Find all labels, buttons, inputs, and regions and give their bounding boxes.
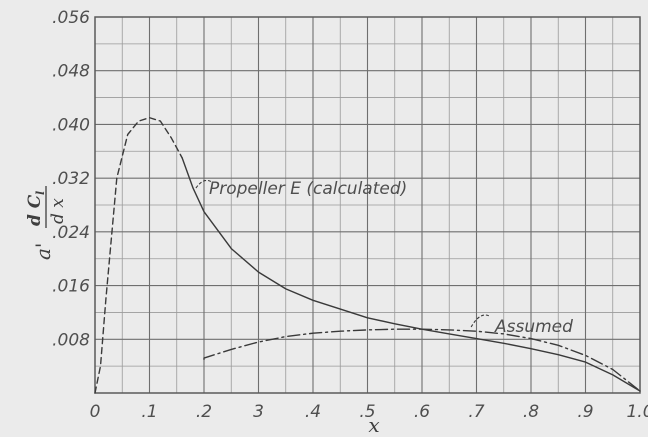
y-tick-labels: .008 .016 .024 .032 .040 .048 .056 [52, 8, 90, 350]
series-layer [94, 116, 641, 394]
annotation-propeller-e: Propeller E (calculated) [209, 179, 407, 199]
x-tick-label: 3 [253, 402, 264, 422]
series-propeller-e-solid [181, 157, 641, 392]
x-tick-label: .9 [577, 402, 593, 422]
x-tick-label: .5 [359, 402, 375, 422]
series-propeller-e-dashed [94, 116, 183, 394]
x-tick-label: .2 [196, 402, 212, 422]
y-tick-label: .024 [52, 223, 90, 243]
plot-frame [94, 16, 641, 394]
annotation-arrow-propeller-e [195, 179, 212, 189]
y-axis-label-prime: a' [31, 243, 55, 260]
y-tick-label: .008 [52, 330, 90, 350]
y-axis-label-subscript: l [34, 191, 47, 195]
x-tick-label: .1 [141, 402, 157, 422]
x-tick-label: 0 [90, 402, 101, 422]
y-axis-label: a' d C l d x [25, 186, 68, 260]
x-axis-label: x [368, 413, 379, 437]
x-tick-label: 1.0 [626, 402, 648, 422]
x-tick-label: .7 [468, 402, 484, 422]
y-tick-label: .048 [52, 62, 90, 82]
y-tick-label: .032 [52, 169, 90, 189]
x-tick-label: .8 [523, 402, 539, 422]
x-tick-label: .6 [414, 402, 430, 422]
annotation-assumed: Assumed [494, 317, 573, 337]
series-assumed [203, 328, 641, 392]
y-axis-label-denominator: d x [48, 198, 68, 224]
annotation-arrow-assumed [470, 314, 490, 328]
x-tick-labels: 0 .1 .2 3 .4 .5 .6 .7 .8 .9 1.0 [90, 402, 648, 422]
y-tick-label: .016 [52, 277, 90, 297]
grid-major [95, 17, 640, 393]
y-tick-label: .040 [52, 115, 90, 135]
annotation-arrows [195, 179, 490, 328]
y-axis-label-numerator: d C [25, 194, 45, 226]
y-tick-label: .056 [52, 8, 90, 28]
x-tick-label: .4 [305, 402, 321, 422]
